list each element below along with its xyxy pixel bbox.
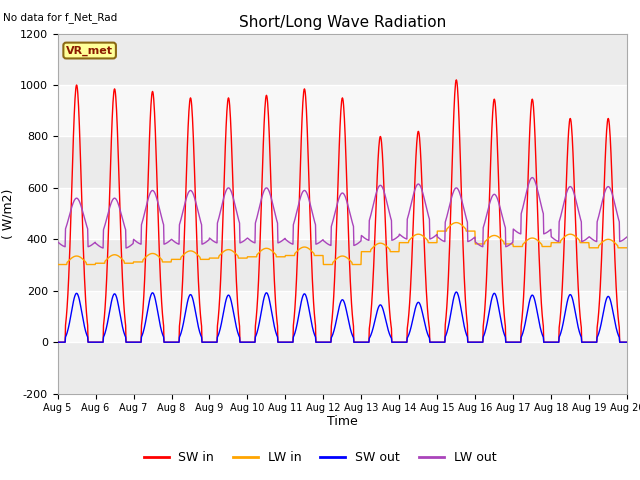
Text: VR_met: VR_met — [66, 46, 113, 56]
Bar — [58, 188, 627, 240]
Bar — [58, 240, 627, 291]
Bar — [58, 342, 627, 394]
Text: No data for f_Net_Rad: No data for f_Net_Rad — [3, 12, 118, 23]
Title: Short/Long Wave Radiation: Short/Long Wave Radiation — [239, 15, 446, 30]
Bar — [58, 136, 627, 188]
Bar — [58, 34, 627, 85]
Legend: SW in, LW in, SW out, LW out: SW in, LW in, SW out, LW out — [138, 446, 502, 469]
X-axis label: Time: Time — [327, 415, 358, 428]
Y-axis label: ( W/m2): ( W/m2) — [1, 189, 14, 239]
Bar — [58, 85, 627, 136]
Bar — [58, 291, 627, 342]
